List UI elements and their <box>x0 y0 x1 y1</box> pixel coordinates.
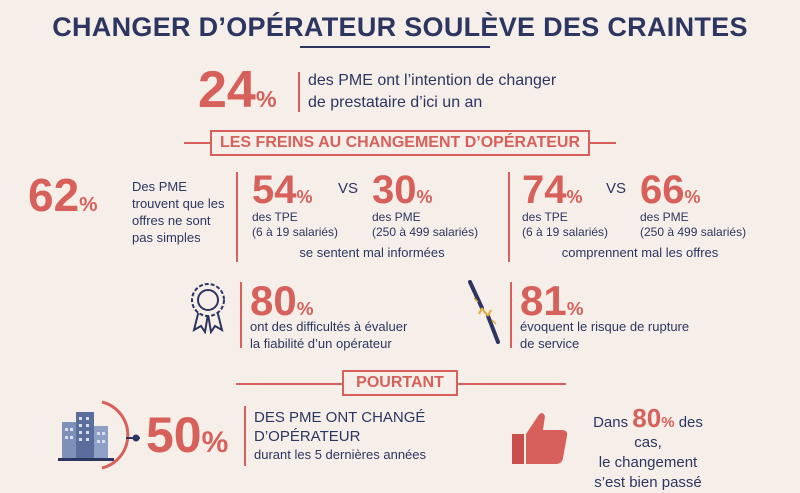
freins-label: LES FREINS AU CHANGEMENT D’OPÉRATEUR <box>210 130 590 156</box>
comprennent-a-text: des TPE (6 à 19 salariés) <box>522 210 609 239</box>
informees-a: 54% <box>252 168 313 212</box>
pourtant-label: POURTANT <box>342 370 458 396</box>
informees-b-text: des PME (250 à 499 salariés) <box>372 210 479 239</box>
comprennent-a: 74% <box>522 168 583 212</box>
bien-passe-text: Dans 80% des cas, le changement s’est bi… <box>593 403 703 491</box>
thumbs-up-icon <box>510 410 570 468</box>
page-title: CHANGER D’OPÉRATEUR SOULÈVE DES CRAINTES <box>52 12 748 42</box>
informees-a-text: des TPE (6 à 19 salariés) <box>252 210 339 239</box>
title-underline <box>300 46 490 48</box>
fiabilite-text: ont des difficultés à évaluer la fiabili… <box>250 319 408 351</box>
intent-text: des PME ont l’intention de changer de pr… <box>308 72 557 111</box>
informees-b: 30% <box>372 168 433 212</box>
change-text: DES PME ONT CHANGÉ D’OPÉRATEUR durant le… <box>254 409 427 462</box>
rupture-stat: 81% <box>520 277 584 324</box>
vs-label: VS <box>606 180 627 197</box>
medal-icon <box>186 280 230 335</box>
informees-caption: se sentent mal informées <box>299 245 445 260</box>
cable-icon <box>464 280 504 344</box>
divider <box>510 282 512 348</box>
intent-unit: % <box>255 86 277 112</box>
divider <box>240 282 242 348</box>
divider <box>298 72 300 112</box>
vs-label: VS <box>338 180 359 197</box>
divider <box>508 172 510 262</box>
rupture-text: évoquent le risque de rupture de service <box>520 319 690 351</box>
intent-value: 24 <box>198 61 256 119</box>
comprennent-b-text: des PME (250 à 499 salariés) <box>640 210 747 239</box>
building-icon <box>56 398 140 472</box>
change-stat: 50% <box>146 407 229 463</box>
divider <box>236 172 238 262</box>
fiabilite-stat: 80% <box>250 277 314 324</box>
divider <box>244 406 246 466</box>
stat62-text: Des PME trouvent que les offres ne sont … <box>132 179 225 245</box>
intent-stat: 24% <box>198 64 277 116</box>
comprennent-caption: comprennent mal les offres <box>561 245 719 260</box>
comprennent-b: 66% <box>640 168 701 212</box>
stat62: 62% <box>28 169 98 221</box>
